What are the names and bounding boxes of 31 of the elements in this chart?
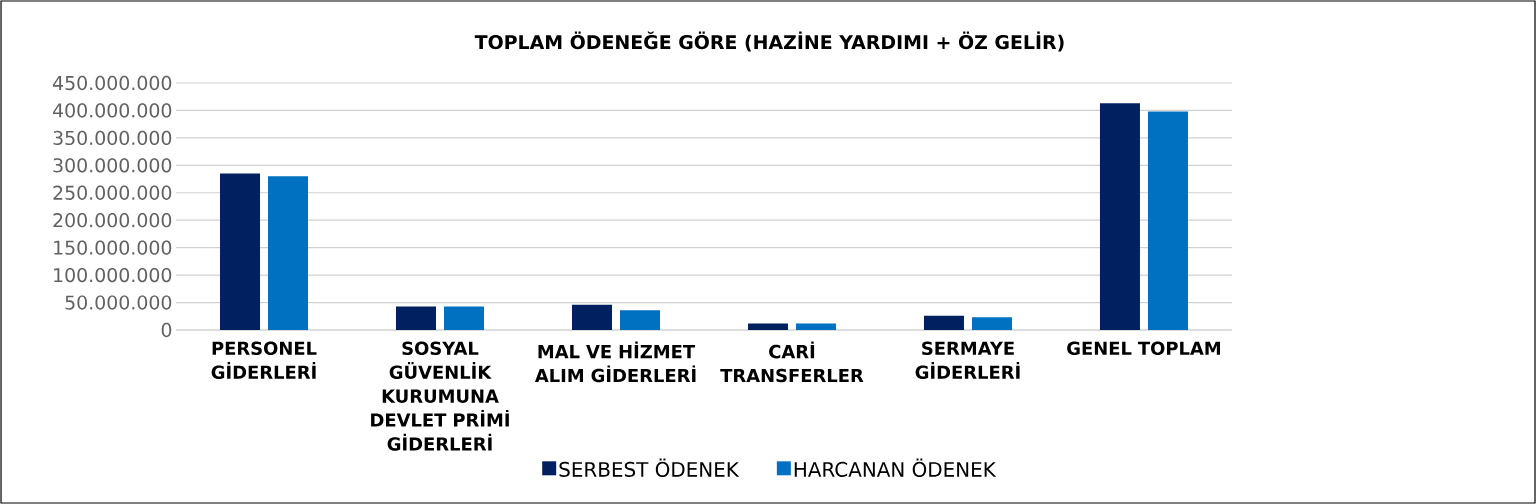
y-tick-label: 250.000.000 bbox=[53, 185, 172, 200]
y-tick-label: 400.000.000 bbox=[53, 103, 172, 118]
bar bbox=[1099, 103, 1140, 330]
y-tick-label: 450.000.000 bbox=[53, 75, 172, 91]
chart-title: TOPLAM ÖDENEĞE GÖRE (HAZİNE YARDIMI + ÖZ GELİR) bbox=[474, 31, 1064, 52]
x-tick-label: PERSONEL GİDERLERİ bbox=[211, 341, 317, 379]
y-tick-label: 100.000.000 bbox=[54, 267, 172, 283]
bar bbox=[220, 173, 261, 330]
bar bbox=[396, 306, 436, 330]
bar bbox=[1147, 111, 1188, 330]
bar bbox=[795, 323, 836, 330]
bar bbox=[971, 317, 1012, 330]
legend-label: HARCANAN ÖDENEK bbox=[794, 458, 997, 477]
bar bbox=[572, 304, 612, 330]
x-tick-label: GENEL TOPLAM bbox=[1067, 341, 1220, 356]
bar bbox=[268, 176, 309, 330]
y-tick-label: 200.000.000 bbox=[53, 213, 172, 228]
y-tick-label: 350.000.000 bbox=[53, 130, 172, 146]
x-tick-label: MAL VE HİZMET ALIM GİDERLERİ bbox=[534, 341, 696, 383]
bar bbox=[747, 323, 788, 330]
y-tick-label: 0 bbox=[161, 322, 172, 338]
y-tick-label: 150.000.000 bbox=[54, 240, 172, 255]
y-tick-label: 50.000.000 bbox=[65, 295, 172, 310]
bar bbox=[923, 315, 964, 330]
x-tick-label: CARİ TRANSFERLER bbox=[720, 341, 864, 383]
bar bbox=[620, 310, 660, 330]
legend-label: SERBEST ÖDENEK bbox=[559, 458, 740, 477]
bar bbox=[444, 306, 485, 330]
x-tick-label: SOSYAL GÜVENLİK KURUMUNA DEVLET PRİMİ GİDERLERİ bbox=[371, 341, 509, 451]
y-tick-label: 300.000.000 bbox=[53, 158, 172, 173]
x-tick-label: SERMAYE GİDERLERİ bbox=[915, 341, 1020, 379]
